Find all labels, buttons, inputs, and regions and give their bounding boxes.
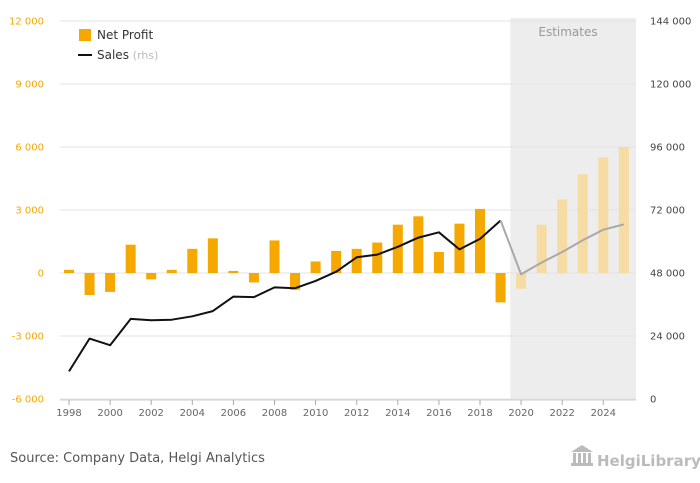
left-tick-label: -3 000 — [12, 332, 44, 343]
x-tick-label: 2004 — [180, 408, 205, 419]
bar-net-profit-2007 — [248, 273, 259, 283]
bar-net-profit-2009 — [290, 273, 301, 290]
right-tick-label: 144 000 — [650, 17, 691, 28]
bar-net-profit-2022 — [557, 199, 568, 273]
left-tick-label: 9 000 — [15, 80, 44, 91]
bar-net-profit-2025 — [618, 147, 629, 273]
left-axis: -6 000 -3 000 0 3 000 6 000 9 000 12 000 — [9, 17, 44, 406]
bar-net-profit-1999 — [84, 273, 95, 296]
x-tick-label: 2002 — [138, 408, 163, 419]
legend-sales-name: Sales — [97, 48, 129, 62]
left-tick-label: 12 000 — [9, 17, 44, 28]
logo-text: HelgiLibrary — [597, 452, 700, 470]
right-tick-label: 48 000 — [650, 269, 685, 280]
bar-net-profit-2013 — [372, 242, 383, 273]
bar-net-profit-2018 — [475, 208, 485, 273]
x-tick-label: 2012 — [344, 408, 369, 419]
bar-net-profit-2006 — [228, 270, 239, 273]
bar-net-profit-2024 — [598, 157, 609, 273]
bar-net-profit-2016 — [433, 252, 444, 273]
bar-net-profit-2010 — [310, 261, 321, 273]
legend-sales-suffix: (rhs) — [133, 49, 159, 62]
bar-net-profit-2001 — [125, 244, 136, 273]
x-tick-label: 2022 — [549, 408, 574, 419]
x-tick-label: 2020 — [508, 408, 533, 419]
bar-net-profit-2003 — [166, 269, 177, 273]
left-tick-label: 6 000 — [15, 143, 44, 154]
estimates-background — [510, 18, 636, 399]
bar-net-profit-2023 — [577, 174, 588, 273]
estimates-label: Estimates — [538, 25, 597, 39]
x-tick-label: 1998 — [56, 408, 81, 419]
bar-net-profit-2005 — [207, 238, 218, 273]
left-tick-label: 3 000 — [15, 206, 44, 217]
right-tick-label: 0 — [650, 395, 656, 406]
x-tick-label: 2008 — [262, 408, 287, 419]
bar-net-profit-2008 — [269, 240, 280, 273]
right-tick-label: 24 000 — [650, 332, 685, 343]
legend-net-profit-label: Net Profit — [97, 28, 153, 42]
left-tick-label: 0 — [38, 269, 44, 280]
right-tick-label: 96 000 — [650, 143, 685, 154]
sales-line-actual — [68, 219, 502, 372]
x-tick-label: 2006 — [221, 408, 246, 419]
bar-net-profit-2020 — [516, 273, 527, 289]
bar-net-profit-1998 — [64, 269, 74, 273]
bar-net-profit-2002 — [146, 273, 157, 280]
sales-line — [68, 219, 625, 372]
legend-sales-label: Sales (rhs) — [97, 48, 158, 62]
library-building-icon — [571, 445, 593, 466]
bar-net-profit-2000 — [105, 273, 116, 292]
left-tick-label: -6 000 — [12, 395, 44, 406]
estimates-region — [510, 18, 636, 399]
right-tick-label: 120 000 — [650, 80, 691, 91]
x-tick-label: 2016 — [426, 408, 451, 419]
helgi-library-logo: HelgiLibrary — [571, 445, 700, 470]
right-axis: 0 24 000 48 000 72 000 96 000 120 000 144 000 — [650, 17, 691, 406]
bar-net-profit-2011 — [331, 250, 342, 273]
sales-line-estimate — [499, 220, 625, 276]
source-text: Source: Company Data, Helgi Analytics — [10, 451, 265, 466]
bar-net-profit-2012 — [351, 248, 362, 273]
x-tick-label: 2000 — [97, 408, 122, 419]
bar-net-profit-2015 — [413, 216, 424, 273]
x-tick-label: 2024 — [591, 408, 616, 419]
bar-net-profit-2004 — [187, 248, 198, 273]
x-tick-label: 2014 — [385, 408, 410, 419]
bar-net-profit-2021 — [536, 224, 547, 273]
legend: Net Profit Sales (rhs) — [78, 28, 158, 62]
bar-net-profit-2019 — [495, 273, 506, 303]
x-tick-label: 2010 — [303, 408, 328, 419]
x-tick-label: 2018 — [467, 408, 492, 419]
x-axis: 1998 2000 2002 2004 2006 2008 2010 2012 2014 2016… — [56, 399, 636, 419]
bar-net-profit-2014 — [392, 224, 403, 273]
legend-net-profit-swatch — [79, 29, 91, 41]
right-tick-label: 72 000 — [650, 206, 685, 217]
